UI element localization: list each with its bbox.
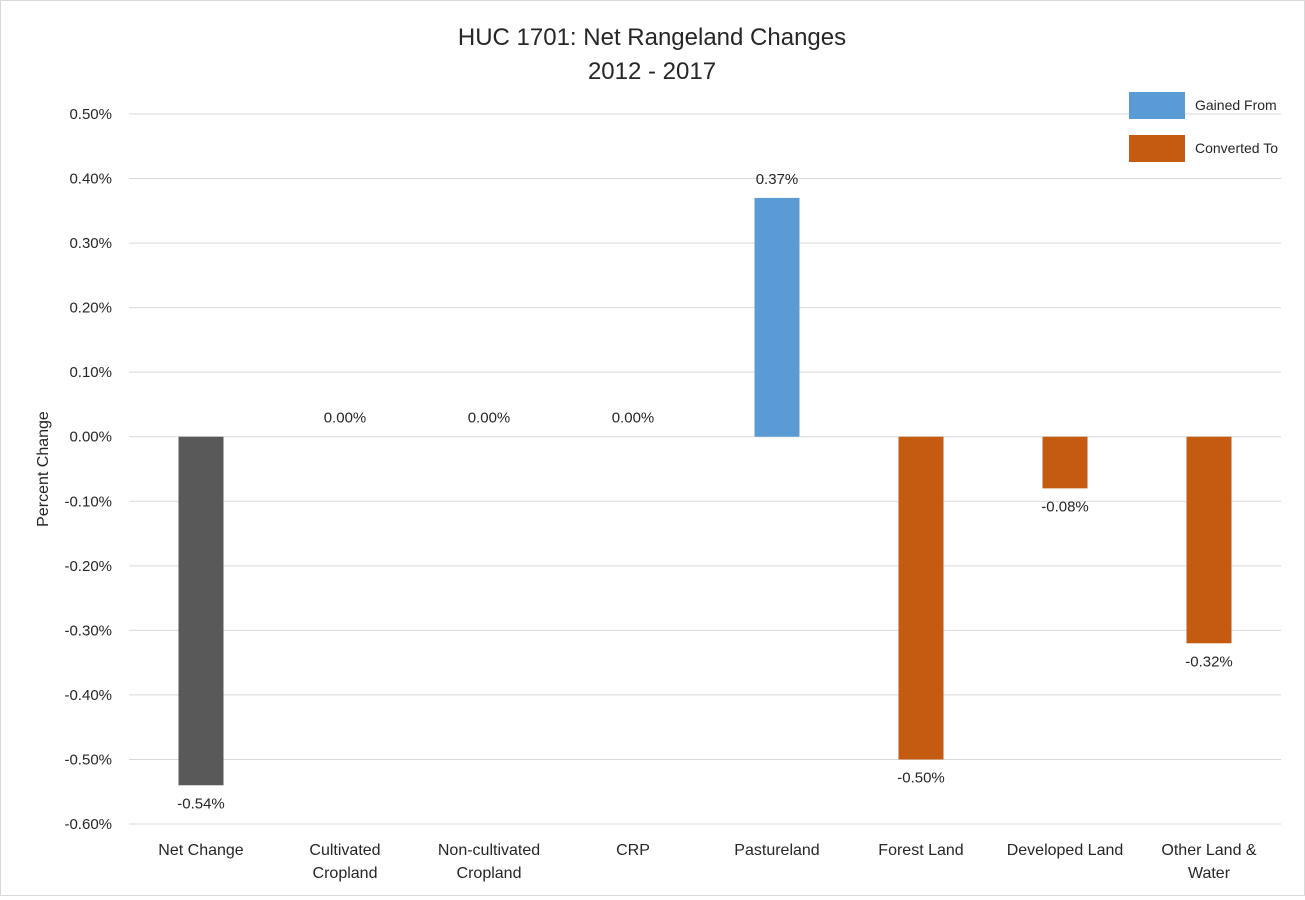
y-axis-ticks: 0.50% 0.40% 0.30% 0.20% 0.10% 0.00% -0.10% -0.2… [64, 106, 112, 833]
data-label: 0.00% [612, 410, 655, 427]
legend-swatch [1129, 135, 1185, 162]
data-label: -0.50% [897, 769, 945, 786]
y-tick-label: 0.30% [69, 235, 112, 252]
data-label: 0.37% [756, 171, 799, 188]
data-label: -0.54% [177, 795, 225, 812]
chart-title: HUC 1701: Net Rangeland Changes 2012 - 20… [458, 24, 846, 85]
y-tick-label: -0.60% [64, 816, 112, 833]
y-tick-label: 0.10% [69, 364, 112, 381]
y-tick-label: 0.50% [69, 106, 112, 123]
bar [1186, 436, 1232, 644]
legend: Gained From Converted To [1129, 92, 1278, 162]
x-tick-label: CRP [616, 842, 650, 859]
x-tick-label: Water [1188, 865, 1231, 882]
data-label: 0.00% [468, 410, 511, 427]
data-label: -0.08% [1041, 498, 1089, 515]
y-tick-label: -0.40% [64, 687, 112, 704]
x-tick-label: Cropland [457, 865, 522, 882]
gridlines [129, 113, 1281, 825]
x-tick-label: Non-cultivated [438, 842, 540, 859]
x-tick-label: Pastureland [734, 842, 819, 859]
y-tick-label: 0.00% [69, 429, 112, 446]
y-tick-label: -0.30% [64, 622, 112, 639]
x-tick-label: Other Land & [1161, 842, 1257, 859]
x-tick-label: Developed Land [1007, 842, 1124, 859]
legend-label: Gained From [1195, 97, 1277, 113]
legend-swatch [1129, 92, 1185, 119]
y-tick-label: -0.10% [64, 493, 112, 510]
data-label: 0.00% [324, 410, 367, 427]
y-axis-label: Percent Change [35, 411, 52, 527]
chart-title-line: 2012 - 2017 [588, 58, 716, 85]
x-tick-label: Cropland [313, 865, 378, 882]
bars [178, 197, 1232, 786]
bar [898, 436, 944, 760]
data-label: -0.32% [1185, 653, 1233, 670]
bar [178, 436, 224, 786]
y-tick-label: -0.20% [64, 558, 112, 575]
bar [754, 197, 800, 437]
x-tick-label: Forest Land [878, 842, 963, 859]
y-tick-label: -0.50% [64, 751, 112, 768]
x-axis-ticks: Net Change Cultivated Cropland Non-cultivat… [158, 842, 1257, 882]
legend-label: Converted To [1195, 140, 1278, 156]
bar [1042, 436, 1088, 489]
data-labels: -0.54% 0.00% 0.00% 0.00% 0.37% -0.50% -0.08% -0… [177, 171, 1233, 812]
x-tick-label: Cultivated [309, 842, 380, 859]
chart-title-line: HUC 1701: Net Rangeland Changes [458, 24, 846, 51]
x-tick-label: Net Change [158, 842, 243, 859]
y-tick-label: 0.40% [69, 171, 112, 188]
y-tick-label: 0.20% [69, 300, 112, 317]
